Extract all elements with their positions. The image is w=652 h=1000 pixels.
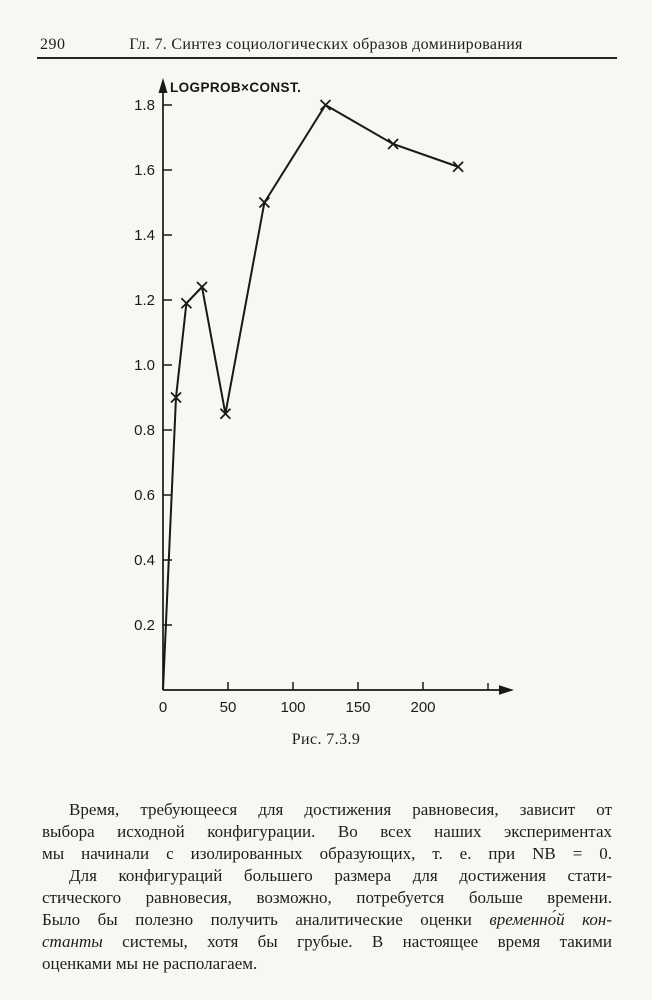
x-tick-label: 50 [220, 699, 237, 716]
header-rule [37, 57, 617, 59]
text-segment: системы, хотя бы грубые. В настоящее вре… [102, 932, 612, 951]
text-line: мы начинали с изолированных образующих, … [42, 843, 612, 865]
text-line: оценками мы не располагаем. [42, 953, 612, 975]
y-tick-label: 1.2 [134, 292, 155, 309]
text-line: Время, требующееся для достижения равнов… [42, 799, 612, 821]
data-marker-x [258, 196, 271, 209]
text-line: станты системы, хотя бы грубые. В настоя… [42, 931, 612, 953]
data-marker-x [319, 99, 332, 111]
text-line: Для конфигураций большего размера для до… [42, 865, 612, 887]
data-marker-x [196, 281, 208, 293]
italic-text-segment: временно́й кон- [489, 910, 613, 929]
data-marker-x [219, 408, 232, 420]
text-line: стического равновесия, возможно, потребу… [42, 887, 612, 909]
text-line: выбора исходной конфигурации. Во всех на… [42, 821, 612, 843]
y-tick-label: 1.4 [134, 227, 155, 244]
y-tick-label: 1.6 [134, 162, 155, 179]
x-tick-label: 100 [280, 699, 305, 716]
text-segment: Для конфигураций большего размера для до… [69, 866, 612, 885]
data-marker-x [452, 161, 464, 173]
data-marker-x [387, 138, 399, 150]
x-axis-arrowhead [499, 685, 514, 695]
data-marker-x [180, 297, 193, 309]
y-axis-arrowhead [158, 78, 168, 93]
text-segment: Было бы полезно получить аналитические о… [42, 910, 490, 929]
figure-caption: Рис. 7.3.9 [291, 731, 361, 748]
y-tick-label: 0.4 [134, 552, 155, 569]
y-axis-label: LOGPROB×CONST. [170, 80, 302, 95]
x-tick-label: 200 [410, 699, 435, 716]
body-text: Время, требующееся для достижения равнов… [42, 799, 612, 975]
running-header-title: Гл. 7. Синтез социологических образов до… [129, 36, 523, 53]
text-segment: выбора исходной конфигурации. Во всех на… [42, 822, 612, 841]
y-tick-label: 1.8 [134, 97, 155, 114]
text-segment: мы начинали с изолированных образующих, … [42, 844, 612, 863]
text-segment: Время, требующееся для достижения равнов… [69, 800, 612, 819]
text-segment: оценками мы не располагаем. [42, 954, 258, 973]
y-tick-label: 0.2 [134, 617, 155, 634]
text-segment: стического равновесия, возможно, потребу… [42, 888, 612, 907]
italic-text-segment: станты [42, 932, 103, 951]
x-tick-label: 150 [345, 699, 370, 716]
page-number: 290 [40, 36, 66, 53]
y-tick-label: 1.0 [134, 357, 155, 374]
y-tick-label: 0.8 [134, 422, 155, 439]
y-tick-label: 0.6 [134, 487, 155, 504]
data-line [162, 103, 459, 691]
data-marker-x [170, 391, 182, 404]
text-line: Было бы полезно получить аналитические о… [42, 909, 612, 931]
x-tick-label: 0 [159, 699, 167, 716]
